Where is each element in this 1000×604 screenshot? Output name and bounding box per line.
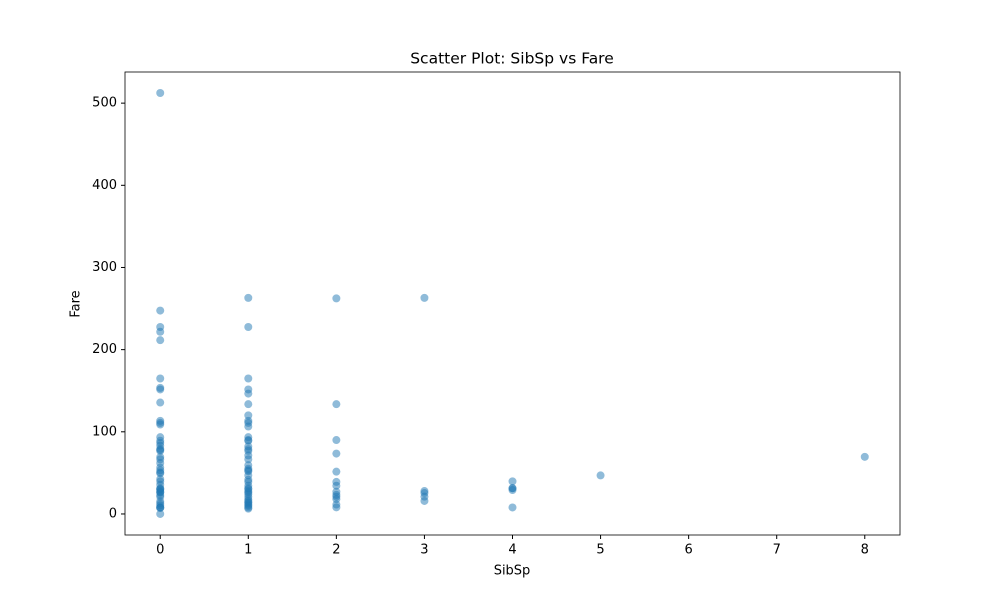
- point: [244, 504, 253, 513]
- point: [156, 374, 165, 383]
- point: [244, 389, 253, 398]
- x-tick-label: 6: [684, 543, 692, 558]
- chart-title: Scatter Plot: SibSp vs Fare: [410, 50, 614, 68]
- point: [156, 336, 165, 345]
- point: [244, 436, 253, 445]
- point: [244, 411, 253, 420]
- y-tick-label: 100: [92, 424, 117, 439]
- x-tick-label: 2: [332, 543, 340, 558]
- point: [244, 400, 253, 409]
- point: [244, 455, 253, 464]
- x-tick-label: 4: [508, 543, 516, 558]
- x-axis-label: SibSp: [494, 564, 531, 579]
- point: [420, 293, 429, 302]
- point: [332, 449, 341, 458]
- point: [332, 294, 341, 303]
- y-axis-label: Fare: [69, 290, 84, 317]
- point: [508, 477, 517, 486]
- point: [156, 420, 165, 429]
- point: [156, 446, 165, 455]
- point: [244, 422, 253, 431]
- point: [156, 509, 165, 518]
- y-tick-label: 0: [109, 506, 117, 521]
- point: [420, 496, 429, 505]
- x-tick-label: 3: [420, 543, 428, 558]
- point: [156, 398, 165, 407]
- y-tick-label: 200: [92, 342, 117, 357]
- point: [156, 327, 165, 336]
- point: [156, 385, 165, 394]
- point: [156, 306, 165, 315]
- x-tick-label: 0: [156, 543, 164, 558]
- point: [508, 503, 517, 512]
- x-tick-label: 8: [861, 543, 869, 558]
- x-tick-label: 7: [773, 543, 781, 558]
- point: [244, 323, 253, 332]
- x-tick-label: 5: [596, 543, 604, 558]
- point: [332, 436, 341, 445]
- point: [860, 452, 869, 461]
- point: [508, 486, 517, 495]
- point: [244, 374, 253, 383]
- x-tick-label: 1: [244, 543, 252, 558]
- point: [156, 469, 165, 478]
- point: [156, 89, 165, 98]
- point: [596, 471, 605, 480]
- point: [156, 504, 165, 513]
- y-tick-label: 500: [92, 96, 117, 111]
- point: [332, 503, 341, 512]
- point: [332, 467, 341, 476]
- y-tick-label: 400: [92, 178, 117, 193]
- y-tick-label: 300: [92, 260, 117, 275]
- point: [244, 293, 253, 302]
- point: [332, 481, 341, 490]
- plot-frame: [124, 71, 901, 536]
- point: [332, 400, 341, 409]
